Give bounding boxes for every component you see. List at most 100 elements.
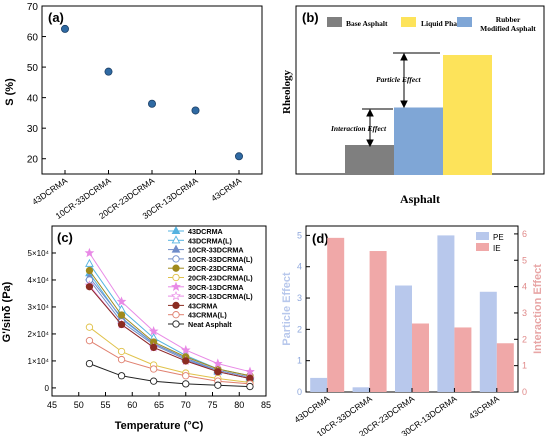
data-point-43crma [149,343,158,352]
x-tick-label: 70 [181,400,191,410]
panel-a-y-axis: 20 30 40 50 60 70 [27,2,46,166]
bar-ie-43dcrma [327,237,345,392]
data-point-30cr-13dcrma [191,106,200,115]
panel-c-ylabel: G'/sinδ (Pa) [1,281,13,342]
data-point-20cr-23dcrma [117,311,126,319]
series-line-10cr-33dcrma [89,276,251,378]
bar-ie-10cr-33dcrma [369,251,387,392]
y-left-tick-label: 4 [297,262,302,272]
x-tick-label: 45 [47,400,57,410]
panel-c-series [84,247,255,391]
panel-b-xlabel: Asphalt [400,192,440,206]
panel-b-bars [345,55,492,175]
bar-ie-43crma [496,343,514,392]
y-tick-label: 5×10⁴ [28,249,50,258]
x-tick-label: 55 [100,400,110,410]
series-line-20cr-23dcrma-l [89,326,251,383]
legend-swatch-liquid-phase [401,17,416,27]
panel-d-ylabel-right: Interaction Effect [532,264,544,354]
legend-swatch-ie [476,243,489,251]
bar-pe-10cr-33dcrma [352,387,370,392]
panel-b-annotations [362,52,440,148]
legend-swatch-base-asphalt [327,17,342,27]
legend-label-43crma: 43CRMA [188,301,218,310]
y-right-tick-label: 0 [522,387,527,397]
data-point-30cr-13dcrma [180,344,191,355]
legend-swatch-pe [476,232,489,240]
panel-a-label: (a) [48,10,64,25]
panel-d: (d) Particle Effect Interaction Effect 0… [281,225,544,436]
legend-label-20cr-23dcrma-l: 20CR-23DCRMA(L) [188,274,253,283]
data-point-30cr-13dcrma [212,358,223,368]
data-point-43crma [117,320,126,329]
bar-liquid-phase [443,55,492,175]
legend-label-base-asphalt: Base Asphalt [346,19,388,28]
y-left-tick-label: 5 [297,230,302,240]
data-point-20cr-23dcrma-l [85,323,94,331]
legend-label-43dcrma-l: 43DCRMA(L) [188,236,233,245]
panel-d-label: (d) [312,231,329,246]
data-point-43crma [85,283,94,291]
series-line-neat-asphalt [89,363,251,388]
panel-c-xlabel: Temperature (°C) [115,420,204,432]
bar-pe-43dcrma [310,377,328,392]
y-tick-label: 50 [27,63,39,74]
data-point-30cr-13dcrma [148,326,159,336]
panel-a-frame [41,5,263,175]
series-line-43crma [89,286,251,379]
y-tick-label: 1×10⁴ [28,357,50,366]
legend-marker-10cr-33dcrma-l [172,255,180,263]
data-point-43dcrma [61,24,70,33]
y-right-tick-label: 2 [522,334,527,344]
y-right-tick-label: 1 [522,361,527,371]
legend-marker-neat-asphalt [172,320,180,328]
series-line-20cr-23dcrma [88,270,251,377]
legend-marker-20cr-23dcrma-l [172,273,180,282]
data-point-10cr-33dcrma [104,67,113,76]
data-point-neat-asphalt [117,372,126,380]
legend-marker-30cr-13dcrma-l [171,290,181,301]
panel-b: (b) Rheology Asphalt Base Asphalt Liquid… [281,5,545,206]
annotation-particle-effect: Particle Effect [376,75,422,84]
x-tick-label-43dcrma: 43DCRMA [292,393,331,425]
data-point-neat-asphalt [246,382,254,391]
legend-marker-43dcrma-l [171,235,181,244]
bar-pe-30cr-13dcrma [437,235,455,392]
interaction-effect-arrow-head-up [366,108,374,117]
legend-marker-30cr-13dcrma [171,281,181,291]
data-point-43crma-l [182,372,190,380]
annotation-interaction-effect: Interaction Effect [330,124,387,133]
panel-b-legend: Base Asphalt Liquid Phase Rubber Modified… [327,15,536,33]
panel-a-points [61,24,243,161]
x-tick-label-43crma: 43CRMA [209,175,243,203]
bar-pe-20cr-23dcrma [395,285,412,392]
y-tick-label: 30 [27,124,39,135]
legend-label-rubber-modified: Rubber Modified Asphalt [480,15,536,33]
legend-label-liquid-phase: Liquid Phase [421,19,464,28]
panel-d-y-axis-left: 0 1 2 3 4 5 [297,230,310,397]
bar-pe-43crma [479,291,497,392]
y-tick-label: 70 [27,2,39,13]
y-tick-label: 40 [27,94,39,105]
legend-label-rubber-modified-line1: Rubber [496,15,521,24]
legend-label-43dcrma: 43DCRMA [188,227,223,236]
y-left-tick-label: 1 [297,356,302,366]
legend-label-30cr-13dcrma-l: 30CR-13DCRMA(L) [188,292,253,301]
bar-rubber-modified-asphalt [394,107,443,175]
legend-swatch-rubber-modified [457,17,472,27]
panel-b-label: (b) [302,10,319,25]
y-right-tick-label: 3 [522,308,527,318]
panel-a: (a) S (%) 20 30 40 50 60 70 43DCRMA10CR-33DCR… [4,2,263,221]
data-point-neat-asphalt [214,381,222,389]
data-point-20cr-23dcrma [147,99,156,108]
legend-label-20cr-23dcrma: 20CR-23DCRMA [188,264,244,273]
data-point-20cr-23dcrma [85,266,94,275]
particle-effect-arrow-head-down [400,100,408,109]
data-point-43crma-l [149,365,158,373]
x-tick-label: 85 [261,400,271,410]
y-left-tick-label: 0 [297,387,302,397]
bar-base-asphalt [345,145,394,175]
data-point-neat-asphalt [149,377,158,385]
x-tick-label: 75 [207,400,217,410]
